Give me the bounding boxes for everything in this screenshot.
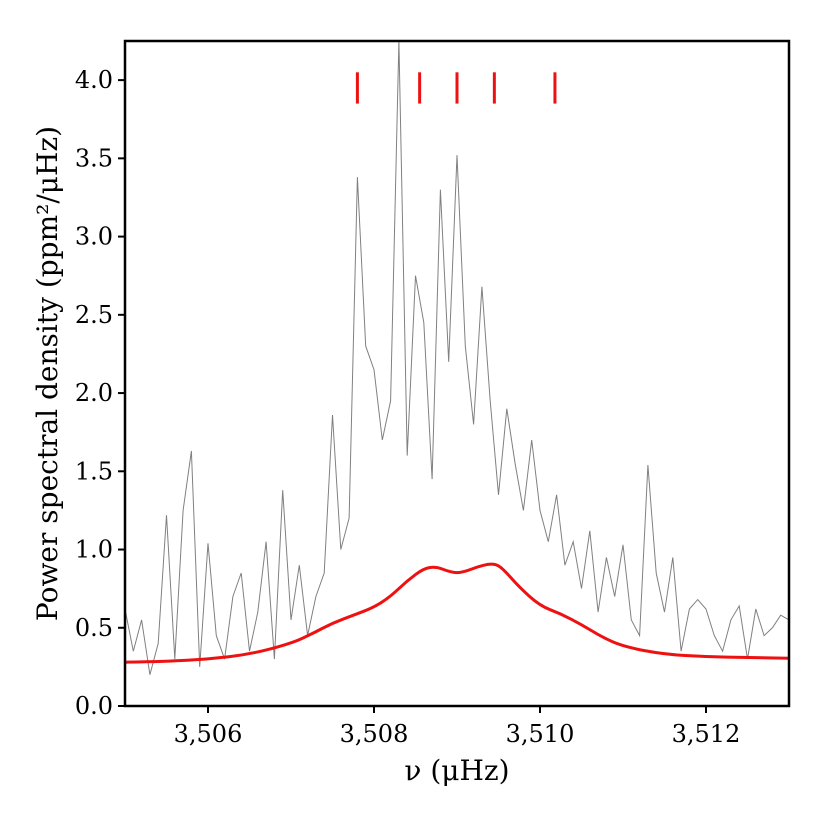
spectrum-line [124,40,790,675]
fit-layer [124,562,790,664]
x-tick-label: 3,506 [174,720,243,748]
y-tick-label: 0.5 [75,614,113,642]
plot-frame [123,39,791,708]
y-tick-label: 2.5 [75,301,113,329]
fit-line [124,562,790,664]
x-tick-label: 3,510 [506,720,575,748]
y-tick-label: 3.5 [75,144,113,172]
y-tick-label: 2.0 [75,379,113,407]
y-axis-label: Power spectral density (ppm²/μHz) [31,126,64,621]
spectrum-layer [124,40,790,675]
y-tick-label: 4.0 [75,66,113,94]
x-tick-label: 3,508 [340,720,409,748]
y-axis: 0.0 0.5 1.0 1.5 2.0 2.5 3.0 3.5 4.0 [75,66,125,720]
x-axis: 3,506 3,508 3,510 3,512 [174,706,741,748]
y-tick-label: 1.5 [75,457,113,485]
y-tick-label: 0.0 [75,692,113,720]
mode-marker-layer [355,72,557,104]
y-tick-label: 3.0 [75,223,113,251]
x-axis-label: ν (μHz) [404,754,509,787]
y-tick-label: 1.0 [75,536,113,564]
x-tick-label: 3,512 [672,720,741,748]
